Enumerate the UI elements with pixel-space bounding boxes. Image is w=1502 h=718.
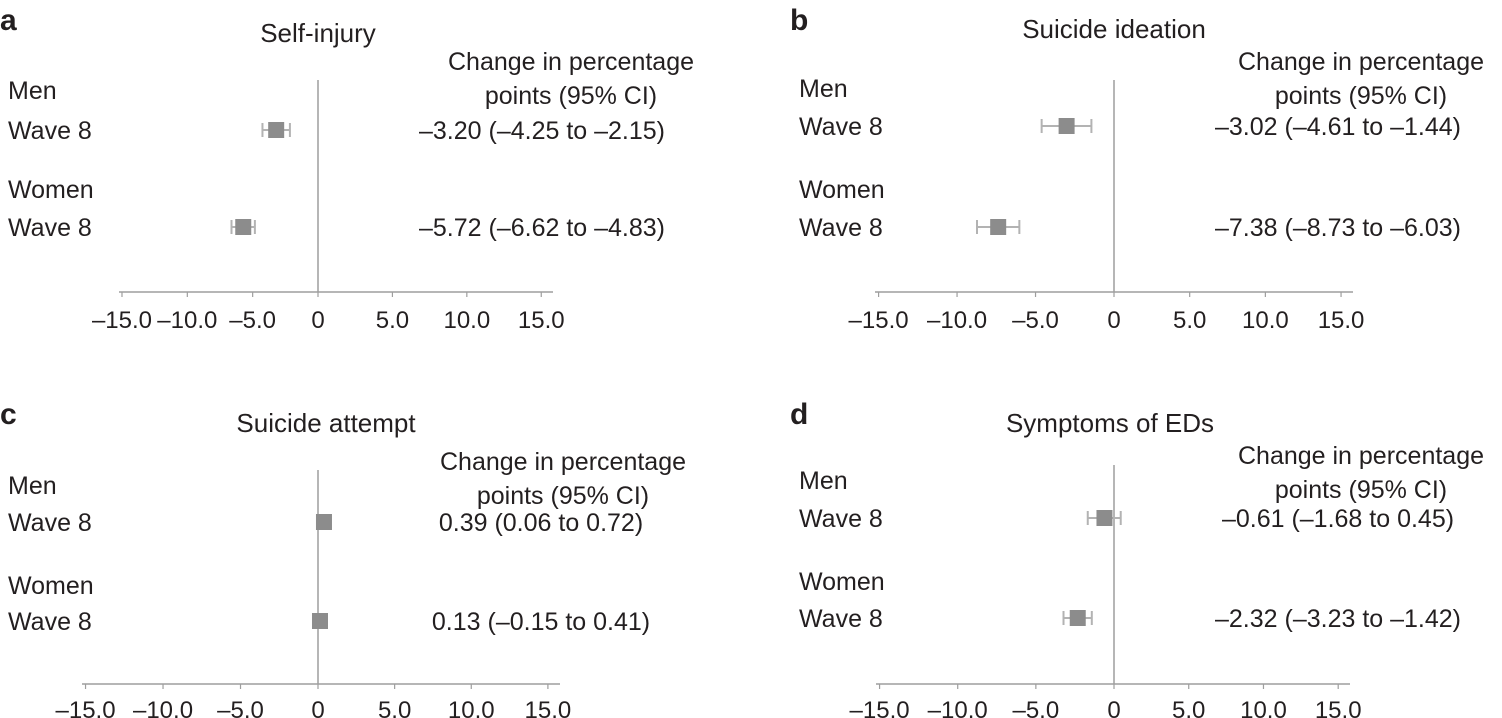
x-tick-label: –10.0 <box>157 307 217 334</box>
x-tick-label: 0 <box>311 307 324 334</box>
point-estimate-marker <box>268 122 285 138</box>
x-tick-label: –5.0 <box>217 697 264 718</box>
x-tick-label: –10.0 <box>928 697 988 718</box>
point-estimate-marker <box>1058 118 1075 134</box>
ci-header-line: Change in percentage <box>1238 442 1484 470</box>
x-tick-label: –5.0 <box>229 307 276 334</box>
panel-letter: b <box>790 4 808 37</box>
ci-header-line: Change in percentage <box>448 48 694 76</box>
point-estimate-marker <box>315 514 332 530</box>
x-tick-label: 5.0 <box>376 307 409 334</box>
x-tick-label: 15.0 <box>1315 697 1362 718</box>
panel-letter: a <box>0 4 17 37</box>
row-label: Wave 8 <box>8 608 92 636</box>
x-tick-label: 15.0 <box>518 307 565 334</box>
x-tick-label: 10.0 <box>443 307 490 334</box>
group-label: Men <box>8 472 57 500</box>
x-tick-label: 0 <box>311 697 324 718</box>
x-tick-label: 15.0 <box>1318 307 1365 334</box>
ci-value-label: –3.02 (–4.61 to –1.44) <box>1215 113 1461 141</box>
x-tick-label: 10.0 <box>1240 697 1287 718</box>
row-label: Wave 8 <box>799 113 883 141</box>
panel-c: c Suicide attempt Change in percentage poin… <box>0 398 686 718</box>
panel-letter: d <box>790 398 808 431</box>
ci-header-line: Change in percentage <box>1238 48 1484 76</box>
x-tick-label: –5.0 <box>1012 697 1059 718</box>
panel-title: Symptoms of EDs <box>1006 408 1214 438</box>
x-tick-label: 10.0 <box>1242 307 1289 334</box>
row-label: Wave 8 <box>799 214 883 242</box>
group-label: Men <box>8 77 57 105</box>
x-tick-label: –10.0 <box>133 697 193 718</box>
point-estimate-marker <box>990 219 1007 235</box>
x-tick-label: 5.0 <box>1173 307 1206 334</box>
x-tick-label: 0 <box>1107 307 1120 334</box>
ci-header-line: points (95% CI) <box>1275 82 1447 110</box>
x-tick-label: –15.0 <box>56 697 116 718</box>
x-tick-label: 10.0 <box>448 697 495 718</box>
panel-title: Suicide attempt <box>236 408 416 438</box>
group-label: Women <box>799 568 885 596</box>
x-tick-label: 15.0 <box>525 697 572 718</box>
point-estimate-marker <box>1069 610 1086 626</box>
x-tick-label: 5.0 <box>1172 697 1205 718</box>
x-tick-label: –10.0 <box>927 307 987 334</box>
ci-value-label: 0.13 (–0.15 to 0.41) <box>432 608 650 636</box>
row-label: Wave 8 <box>8 117 92 145</box>
ci-header-line: points (95% CI) <box>477 482 649 510</box>
point-estimate-marker <box>311 613 328 629</box>
row-label: Wave 8 <box>8 509 92 537</box>
ci-value-label: –2.32 (–3.23 to –1.42) <box>1215 605 1461 633</box>
panel-letter: c <box>0 398 17 431</box>
row-label: Wave 8 <box>799 605 883 633</box>
x-tick-label: 5.0 <box>378 697 411 718</box>
ci-value-label: –7.38 (–8.73 to –6.03) <box>1215 214 1461 242</box>
x-tick-label: 0 <box>1107 697 1120 718</box>
panel-d: d Symptoms of EDs Change in percentage poin… <box>790 398 1484 718</box>
ci-header-line: Change in percentage <box>440 448 686 476</box>
row-label: Wave 8 <box>8 214 92 242</box>
x-tick-label: –15.0 <box>849 307 909 334</box>
x-tick-label: –15.0 <box>850 697 910 718</box>
row-label: Wave 8 <box>799 505 883 533</box>
ci-value-label: –3.20 (–4.25 to –2.15) <box>419 117 665 145</box>
panel-title: Suicide ideation <box>1022 14 1206 44</box>
group-label: Men <box>799 75 848 103</box>
group-label: Women <box>8 572 94 600</box>
group-label: Men <box>799 467 848 495</box>
ci-header-line: points (95% CI) <box>1275 476 1447 504</box>
ci-header-line: points (95% CI) <box>485 82 657 110</box>
group-label: Women <box>799 176 885 204</box>
panel-title: Self-injury <box>260 18 376 48</box>
group-label: Women <box>8 176 94 204</box>
ci-value-label: –0.61 (–1.68 to 0.45) <box>1222 505 1454 533</box>
panel-a: a Self-injury Change in percentage points (… <box>0 4 694 334</box>
x-tick-label: –5.0 <box>1012 307 1059 334</box>
point-estimate-marker <box>1096 510 1113 526</box>
ci-value-label: –5.72 (–6.62 to –4.83) <box>419 214 665 242</box>
point-estimate-marker <box>235 219 252 235</box>
ci-value-label: 0.39 (0.06 to 0.72) <box>439 509 643 537</box>
panel-b: b Suicide ideation Change in percentage poi… <box>790 4 1484 334</box>
x-tick-label: –15.0 <box>92 307 152 334</box>
